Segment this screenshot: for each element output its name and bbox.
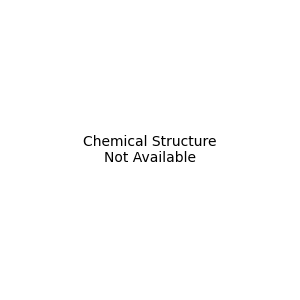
Text: Chemical Structure
Not Available: Chemical Structure Not Available	[83, 135, 217, 165]
